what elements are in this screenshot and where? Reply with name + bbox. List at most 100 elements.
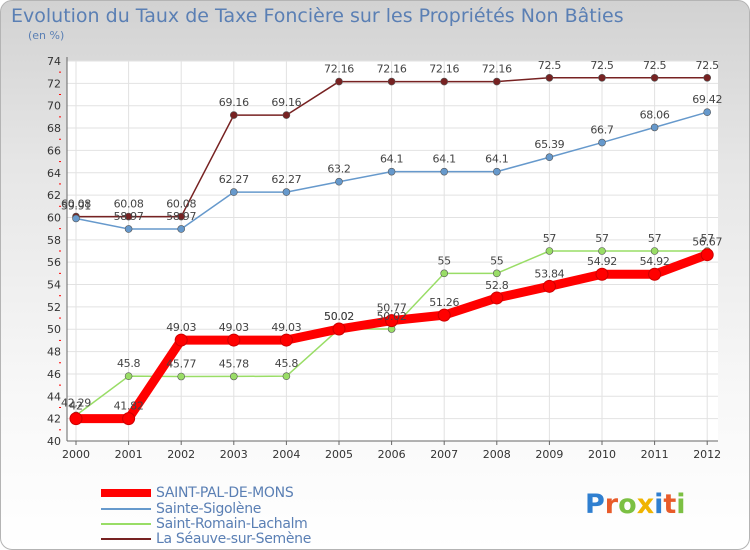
data-label: 49.03 bbox=[271, 321, 301, 334]
data-label: 50.02 bbox=[324, 310, 354, 323]
data-point-la-seauve-sur-semene bbox=[177, 212, 185, 221]
data-point-sainte-sigolene bbox=[650, 123, 659, 132]
data-point-saint-pal-de-mons bbox=[542, 279, 556, 293]
data-point-saint-romain-lachalm bbox=[492, 269, 501, 278]
y-tick-label: 42 bbox=[47, 413, 61, 426]
y-tick-label: 66 bbox=[47, 144, 61, 157]
logo-letter: t bbox=[663, 489, 677, 520]
data-label: 72.5 bbox=[590, 59, 614, 72]
legend-swatch-sainte-sigolene bbox=[101, 508, 151, 510]
data-label: 45.77 bbox=[166, 358, 196, 371]
legend-swatch-saint-pal-de-mons bbox=[101, 489, 151, 497]
x-tick-label: 2011 bbox=[641, 448, 669, 461]
data-label: 62.27 bbox=[271, 173, 301, 186]
data-point-la-seauve-sur-semene bbox=[492, 77, 501, 86]
x-tick-label: 2006 bbox=[378, 448, 406, 461]
data-point-saint-romain-lachalm bbox=[177, 372, 185, 381]
data-label: 60.08 bbox=[61, 198, 91, 211]
data-point-la-seauve-sur-semene bbox=[335, 77, 343, 86]
data-point-saint-pal-de-mons bbox=[595, 267, 609, 281]
data-point-la-seauve-sur-semene bbox=[703, 73, 712, 82]
data-point-sainte-sigolene bbox=[440, 167, 449, 176]
data-label: 57 bbox=[648, 232, 662, 245]
y-tick-label: 72 bbox=[47, 77, 61, 90]
x-tick-label: 2010 bbox=[588, 448, 616, 461]
data-label: 49.03 bbox=[166, 321, 196, 334]
data-label: 72.16 bbox=[324, 63, 354, 76]
data-label: 52.8 bbox=[485, 279, 509, 292]
y-tick-label: 64 bbox=[47, 167, 61, 180]
logo-letter: i bbox=[654, 489, 664, 520]
data-point-la-seauve-sur-semene bbox=[387, 77, 396, 86]
data-point-saint-pal-de-mons bbox=[174, 333, 188, 347]
legend-label-saint-romain-lachalm: Saint-Romain-Lachalm bbox=[156, 516, 308, 532]
data-point-saint-romain-lachalm bbox=[230, 372, 238, 381]
data-label: 64.1 bbox=[433, 153, 456, 166]
data-label: 72.5 bbox=[696, 59, 720, 72]
data-point-saint-pal-de-mons bbox=[700, 248, 714, 262]
legend-swatch-saint-romain-lachalm bbox=[101, 523, 151, 525]
data-point-sainte-sigolene bbox=[282, 188, 291, 196]
data-label: 62.27 bbox=[219, 173, 249, 186]
data-label: 63.2 bbox=[327, 163, 350, 176]
data-label: 69.42 bbox=[692, 93, 722, 106]
y-tick-label: 62 bbox=[47, 189, 61, 202]
data-point-sainte-sigolene bbox=[545, 153, 554, 162]
data-label: 55 bbox=[490, 254, 504, 267]
x-tick-label: 2003 bbox=[220, 448, 248, 461]
data-point-la-seauve-sur-semene bbox=[282, 111, 291, 119]
data-point-saint-romain-lachalm bbox=[440, 269, 449, 278]
data-point-saint-pal-de-mons bbox=[648, 267, 662, 281]
logo-letter: r bbox=[604, 489, 619, 520]
data-label: 45.8 bbox=[117, 357, 141, 370]
x-tick-label: 2008 bbox=[483, 448, 511, 461]
proxiti-logo: Proxiti bbox=[585, 489, 686, 520]
y-tick-label: 54 bbox=[47, 279, 61, 292]
data-label: 50.77 bbox=[377, 302, 407, 315]
data-point-sainte-sigolene bbox=[230, 188, 238, 196]
data-point-sainte-sigolene bbox=[72, 214, 80, 223]
data-point-saint-pal-de-mons bbox=[69, 412, 83, 426]
legend-item-saint-romain-lachalm: Saint-Romain-Lachalm bbox=[1, 516, 361, 532]
data-label: 72.16 bbox=[377, 63, 407, 76]
data-point-saint-pal-de-mons bbox=[332, 322, 346, 336]
data-label: 72.5 bbox=[538, 59, 562, 72]
data-label: 68.06 bbox=[640, 108, 670, 121]
data-label: 72.5 bbox=[643, 59, 667, 72]
x-tick-label: 2001 bbox=[115, 448, 143, 461]
data-point-sainte-sigolene bbox=[598, 138, 606, 147]
legend-label-saint-pal-de-mons: SAINT-PAL-DE-MONS bbox=[156, 485, 294, 501]
data-label: 42.29 bbox=[61, 396, 91, 409]
x-tick-label: 2009 bbox=[535, 448, 563, 461]
data-label: 53.84 bbox=[534, 267, 564, 280]
data-point-saint-pal-de-mons bbox=[227, 333, 241, 347]
data-point-saint-romain-lachalm bbox=[598, 247, 606, 255]
data-label: 45.8 bbox=[275, 357, 299, 370]
data-label: 59.91 bbox=[61, 199, 91, 212]
x-tick-label: 2012 bbox=[693, 448, 721, 461]
logo-letter: o bbox=[618, 489, 637, 520]
data-point-saint-pal-de-mons bbox=[437, 308, 451, 322]
data-point-sainte-sigolene bbox=[492, 167, 501, 176]
data-label: 65.39 bbox=[534, 138, 564, 151]
x-tick-label: 2005 bbox=[325, 448, 353, 461]
data-point-sainte-sigolene bbox=[124, 225, 133, 233]
data-point-saint-romain-lachalm bbox=[650, 247, 659, 255]
data-label: 55 bbox=[437, 254, 451, 267]
data-point-la-seauve-sur-semene bbox=[440, 77, 449, 86]
data-label: 66.7 bbox=[590, 124, 614, 137]
chart-title: Evolution du Taux de Taxe Foncière sur l… bbox=[11, 5, 624, 27]
y-tick-label: 50 bbox=[47, 323, 61, 336]
y-tick-label: 60 bbox=[47, 211, 61, 224]
data-point-sainte-sigolene bbox=[387, 167, 396, 176]
data-label: 69.16 bbox=[219, 96, 249, 109]
y-tick-label: 44 bbox=[47, 390, 61, 403]
y-tick-label: 46 bbox=[47, 368, 61, 381]
x-tick-label: 2002 bbox=[167, 448, 195, 461]
data-point-la-seauve-sur-semene bbox=[650, 73, 659, 82]
data-point-la-seauve-sur-semene bbox=[230, 111, 238, 119]
logo-letter: i bbox=[676, 489, 686, 520]
y-tick-label: 70 bbox=[47, 100, 61, 113]
data-point-sainte-sigolene bbox=[335, 177, 343, 186]
